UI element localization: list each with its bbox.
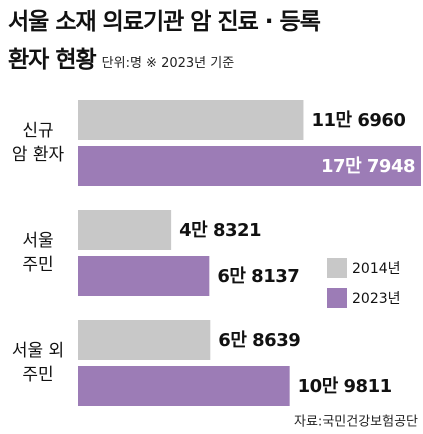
value-label: 4만 8321	[179, 220, 261, 241]
bar	[78, 146, 421, 186]
legend-label: 2014년	[352, 261, 401, 277]
header: 서울 소재 의료기관 암 진료 · 등록 환자 현황 단위:명 ※ 2023년 기…	[8, 4, 418, 82]
value-label: 10만 9811	[298, 376, 392, 397]
bar	[78, 100, 304, 140]
category-label: 신규 암 환자	[11, 121, 65, 165]
legend-swatch	[327, 288, 347, 308]
bar	[78, 256, 210, 296]
value-label: 11만 6960	[311, 110, 405, 131]
category-label: 서울 주민	[22, 231, 54, 275]
value-label: 6만 8137	[217, 266, 299, 287]
bar	[78, 366, 290, 406]
value-label: 6만 8639	[218, 330, 300, 351]
value-label: 17만 7948	[321, 156, 415, 177]
category-label: 서울 외 주민	[11, 341, 65, 385]
chart-title: 서울 소재 의료기관 암 진료 · 등록 환자 현황	[8, 9, 321, 73]
bar	[78, 210, 172, 250]
source: 자료:국민건강보험공단	[294, 415, 418, 430]
bar	[78, 320, 211, 360]
legend-swatch	[327, 258, 347, 278]
chart-subtitle: 단위:명 ※ 2023년 기준	[101, 56, 235, 71]
legend-label: 2023년	[352, 291, 401, 307]
